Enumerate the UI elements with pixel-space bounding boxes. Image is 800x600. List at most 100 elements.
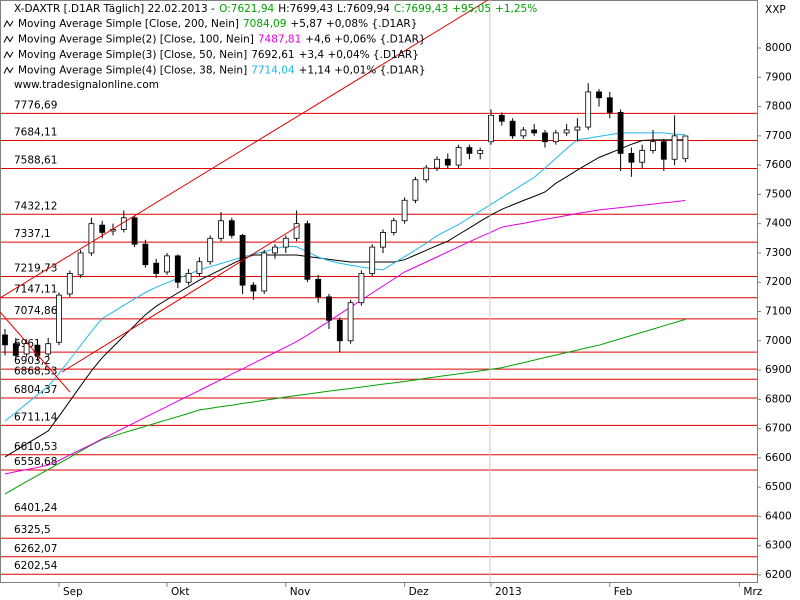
y-tick-label: 6900 [765,364,792,376]
candle-body [563,129,570,134]
x-tick-label: Dez [409,586,430,598]
candle-body [272,246,278,254]
candle-body [660,141,667,160]
candle-body [401,199,408,222]
header-value: +95,05 [452,3,491,15]
y-tick-label: 7800 [765,101,792,113]
candle-body [347,302,354,342]
candle-body [650,141,656,151]
legend-change: +4,6 +0,06% {.D1AR} [305,34,425,46]
header-value: O:7621,94 [219,3,274,15]
legend-icon [3,35,14,43]
legend-entry: Moving Average Simple(3) [Close, 50, Nei… [18,49,419,61]
x-tick-label: Nov [290,586,311,598]
legend-icon [3,66,14,74]
legend-entry: Moving Average Simple [Close, 200, Nein]… [18,18,417,30]
candle-body [596,91,602,99]
candle-body [99,224,106,233]
candle-body [358,273,365,304]
candle-body [164,255,170,273]
legend-value: 7714,04 [251,65,295,77]
candle-body [628,153,635,163]
legend-change: +1,14 +0,01% {.D1AR} [299,65,426,77]
y-tick-label: 6400 [765,510,792,522]
level-label: 6262,07 [14,543,57,555]
level-label: 7337,1 [14,228,51,240]
level-label: 6558,68 [14,456,57,468]
candle-body [336,319,343,342]
x-tick-label: Sep [63,586,83,598]
x-tick-label: Okt [171,586,189,598]
y-tick-label: 8000 [765,42,792,54]
legend-name: Moving Average Simple(3) [Close, 50, Nei… [18,49,247,61]
legend-change: +3,4 +0,04% {.D1AR} [299,49,419,61]
header: X-DAXTR [.D1AR Täglich] 22.02.2013 - O:76… [14,3,537,15]
candle-body [282,237,289,248]
candle-body [466,147,473,154]
legend-name: Moving Average Simple [Close, 200, Nein] [18,18,239,30]
header-value: C:7699,43 [394,3,448,15]
candle-body [585,91,592,128]
level-label: 6804,37 [14,384,57,396]
plot-area: 7776,69 7684,11 7588,61 7432,12 7337,1 7219,7… [0,83,757,575]
candle-body [552,132,559,143]
candle-body [153,262,160,274]
y-tick-label: 7100 [765,305,792,317]
level-label: 6325,5 [14,524,51,536]
level-label: 7776,69 [14,99,57,111]
y-tick-label: 6500 [765,481,792,493]
level-label: 7219,73 [14,262,57,274]
trend-line [61,224,301,373]
trend-line [0,311,71,393]
trend-line [0,0,489,299]
level-label: 6202,54 [14,560,58,572]
ma-line [4,139,686,458]
legend-value: 7084,09 [243,18,286,30]
watermark: www.tradesignalonline.com [14,79,159,91]
level-label: 7074,86 [14,305,58,317]
legend-change: +5,87 +0,08% {.D1AR} [290,18,417,30]
candle-body [444,158,451,166]
candle-body [23,343,30,355]
y-tick-label: 7400 [765,218,792,230]
level-label: 6903,2 [14,355,51,367]
candle-body [293,223,300,239]
candle-body [45,343,52,355]
candle-body [12,343,19,356]
candle-body [380,232,386,248]
candle-body [174,255,181,283]
candle-body [477,150,484,154]
candle-body [304,223,311,280]
y-tick-label: 6700 [765,423,792,435]
candle-body [606,97,613,113]
y-tick-label: 7600 [765,159,792,171]
plot-frame [0,0,758,583]
candle-body [682,135,689,160]
candle-body [369,246,376,274]
candle-body [142,243,149,266]
header-value: L:7609,94 [337,3,390,15]
ma-line [4,200,686,475]
legend-value: 7487,81 [258,34,301,46]
candle-body [56,294,62,343]
y-tick-label: 7500 [765,188,792,200]
candle-body [196,261,203,274]
candle-body [390,220,397,233]
candle-body [185,273,192,283]
y-tick-label: 7700 [765,130,792,142]
y-tick-label: 6200 [765,569,792,581]
level-label: 7684,11 [14,126,57,138]
candle-body [315,278,322,298]
y-tick-label: 6800 [765,393,792,405]
candle-body [531,129,538,134]
candle-body [88,223,95,254]
level-label: 6610,53 [14,441,57,453]
candle-body [509,120,516,137]
legend-icon [3,50,14,59]
y-tick-label: 7900 [765,71,792,83]
candle-body [261,252,268,292]
candle-body [617,112,624,154]
legend-entry: Moving Average Simple(2) [Close, 100, Ne… [18,34,426,46]
y-tick-label: 7200 [765,276,792,288]
candle-body [498,114,505,122]
